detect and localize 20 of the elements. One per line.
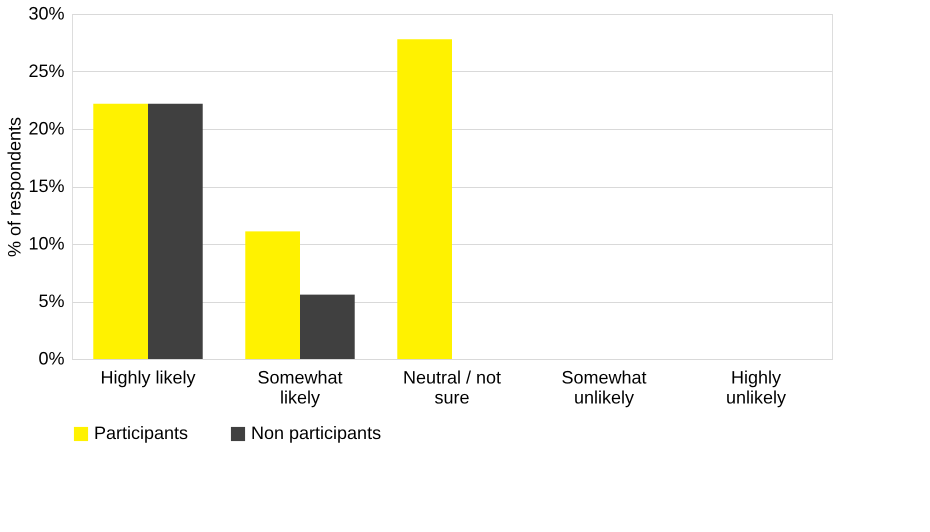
- x-tick-label: Somewhat likely: [257, 368, 343, 408]
- bar: [300, 294, 355, 359]
- y-tick-label: 5%: [38, 291, 64, 311]
- bar: [245, 231, 300, 359]
- legend-label: Participants: [94, 423, 188, 443]
- bar: [93, 104, 148, 359]
- x-tick-label: Highly likely: [100, 368, 196, 388]
- bar: [148, 104, 203, 359]
- y-axis-title: % of respondents: [4, 116, 24, 258]
- y-tick-label: 10%: [28, 234, 64, 254]
- y-tick-label: 25%: [28, 61, 64, 81]
- x-tick-label: Somewhat unlikely: [561, 368, 647, 408]
- bar: [397, 39, 452, 359]
- x-tick-label: Neutral / not sure: [402, 368, 502, 408]
- y-tick-label: 30%: [28, 4, 64, 24]
- y-tick-label: 20%: [28, 118, 64, 138]
- y-tick-label: 15%: [28, 176, 64, 196]
- legend-label: Non participants: [251, 423, 382, 443]
- x-tick-label: Highly unlikely: [726, 368, 786, 408]
- y-tick-label: 0%: [38, 348, 64, 368]
